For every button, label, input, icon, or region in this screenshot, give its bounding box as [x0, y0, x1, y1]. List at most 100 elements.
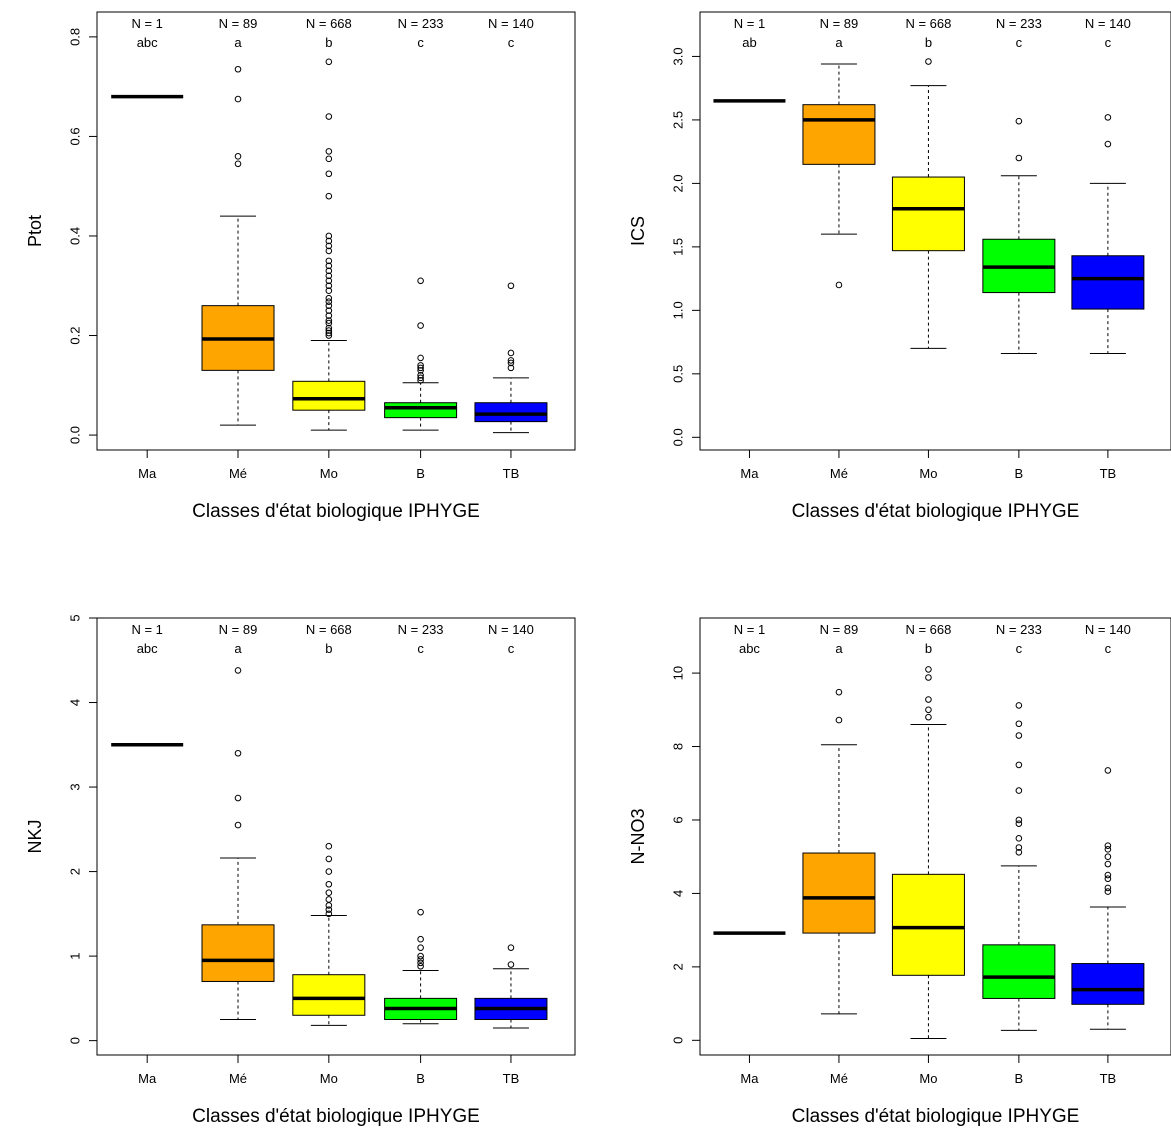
outlier-point [507, 364, 515, 372]
count-label: N = 1 [131, 622, 162, 637]
outlier-point [234, 667, 242, 674]
outlier-point [325, 237, 333, 245]
outlier-point [835, 688, 843, 696]
outlier-point [325, 302, 333, 309]
box-iqr [474, 402, 548, 423]
outlier-point [1015, 732, 1023, 739]
outlier-point [325, 148, 333, 155]
outlier-point [1104, 875, 1112, 883]
count-label: N = 668 [306, 16, 352, 31]
count-label: N = 140 [488, 16, 534, 31]
count-label: N = 1 [131, 16, 162, 31]
group-letter-label: c [508, 35, 515, 50]
y-tick-label: 3.0 [671, 47, 686, 65]
y-tick-label: 0 [671, 1037, 686, 1044]
outlier-point [925, 713, 932, 721]
outlier-point [835, 281, 843, 289]
count-label: N = 89 [820, 16, 859, 31]
box-iqr [1071, 963, 1145, 1005]
x-tick-label: Ma [138, 466, 157, 481]
group-letter-label: c [417, 35, 424, 50]
x-tick-label: Mo [320, 466, 338, 481]
outlier-point [325, 317, 333, 324]
count-label: N = 233 [996, 622, 1042, 637]
count-label: N = 89 [219, 622, 258, 637]
outlier-point [1104, 884, 1112, 892]
outlier-point [417, 935, 424, 943]
group-letter-label: b [325, 35, 332, 50]
outlier-point [325, 329, 333, 337]
x-axis-label: Classes d'état biologique IPHYGE [192, 1106, 480, 1127]
y-tick-label: 0 [68, 1037, 83, 1044]
x-tick-label: Mé [229, 466, 247, 481]
outlier-point [1104, 860, 1112, 868]
outlier-point [325, 287, 333, 295]
x-tick-label: Ma [138, 1071, 157, 1086]
y-tick-label: 1.0 [671, 301, 686, 319]
outlier-point [1104, 846, 1112, 853]
group-letter-label: b [925, 35, 932, 50]
x-tick-label: TB [1100, 1071, 1117, 1086]
box-iqr [1071, 255, 1145, 310]
outlier-point [325, 332, 333, 339]
outlier-point [325, 113, 333, 120]
outlier-point [507, 357, 515, 364]
box-iqr [292, 974, 366, 1016]
group-letter-label: a [835, 35, 843, 50]
y-axis-label: NKJ [25, 819, 45, 853]
outlier-point [417, 959, 424, 967]
outlier-point [325, 170, 333, 178]
outlier-point [325, 842, 333, 850]
outlier-point [1015, 835, 1023, 842]
x-tick-label: TB [503, 466, 520, 481]
box-iqr [802, 852, 876, 934]
x-axis-label: Classes d'état biologique IPHYGE [792, 1106, 1080, 1127]
box-iqr [891, 176, 965, 252]
group-letter-label: c [417, 641, 424, 656]
outlier-point [1015, 787, 1023, 794]
outlier-point [325, 294, 333, 302]
outlier-point [1104, 853, 1112, 860]
x-axis-label: Classes d'état biologique IPHYGE [192, 501, 480, 522]
outlier-point [325, 327, 333, 334]
outlier-point [507, 282, 515, 290]
outlier-point [1015, 761, 1023, 769]
group-letter-label: ab [742, 35, 756, 50]
outlier-point [1015, 844, 1023, 851]
outlier-point [325, 262, 333, 270]
y-tick-label: 1 [68, 952, 83, 959]
outlier-point [925, 706, 932, 714]
outlier-point [325, 192, 333, 200]
y-tick-label: 0.5 [671, 365, 686, 383]
outlier-point [325, 155, 333, 163]
outlier-point [234, 749, 242, 757]
outlier-point [325, 242, 333, 250]
outlier-point [1015, 117, 1023, 125]
chart-panel: 0 1 2 3 4 5 NKJ Classes d'état biologique IPHYG… [25, 614, 576, 1127]
x-tick-label: Mé [830, 466, 848, 481]
outlier-point [1015, 848, 1023, 856]
box-iqr [891, 873, 965, 976]
x-tick-label: Mé [229, 1071, 247, 1086]
x-tick-label: TB [1100, 466, 1117, 481]
outlier-point [325, 868, 333, 875]
y-tick-label: 4 [68, 699, 83, 706]
x-tick-label: B [416, 466, 425, 481]
outlier-point [1104, 888, 1112, 895]
group-letter-label: c [508, 641, 515, 656]
outlier-point [507, 359, 515, 367]
x-tick-label: TB [503, 1071, 520, 1086]
outlier-point [1104, 767, 1112, 774]
group-letter-label: abc [137, 641, 158, 656]
outlier-point [325, 272, 333, 280]
outlier-point [925, 674, 932, 681]
outlier-point [325, 880, 333, 888]
y-tick-label: 0.6 [68, 127, 83, 145]
count-label: N = 233 [398, 16, 444, 31]
count-label: N = 140 [1085, 16, 1131, 31]
outlier-point [417, 372, 424, 379]
outlier-point [325, 58, 333, 66]
x-tick-label: Mo [320, 1071, 338, 1086]
count-label: N = 233 [398, 622, 444, 637]
